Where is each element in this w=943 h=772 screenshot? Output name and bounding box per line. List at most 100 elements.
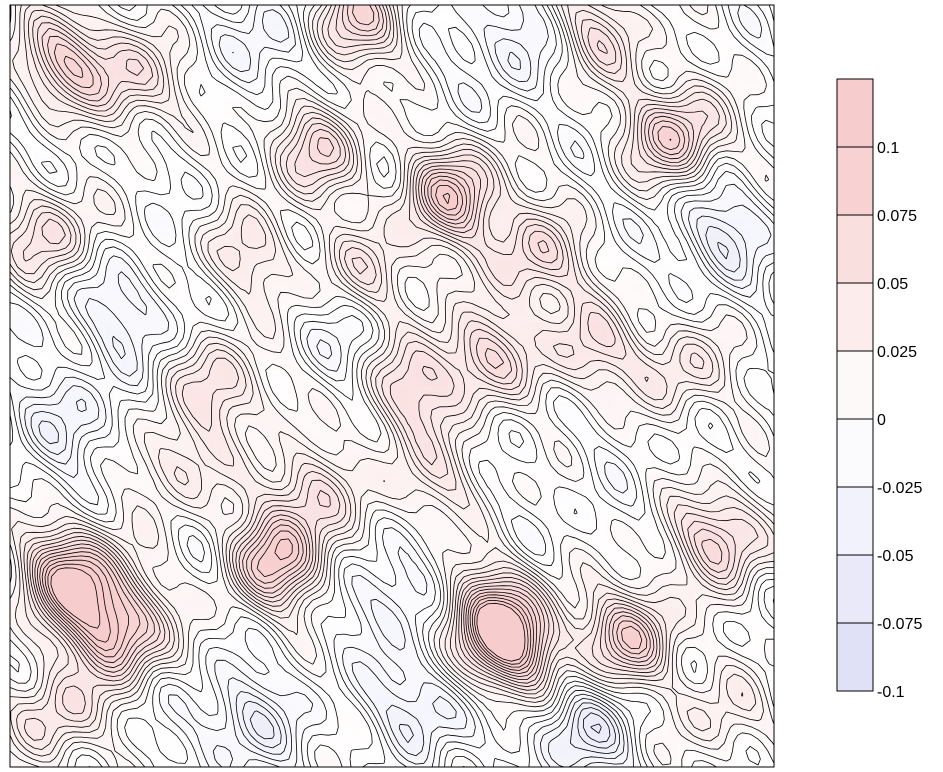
heat-cell [487, 393, 497, 403]
heat-cell [89, 266, 99, 276]
heat-cell [407, 155, 417, 165]
heat-cell [447, 44, 457, 54]
heat-cell [216, 163, 226, 173]
heat-cell [185, 282, 194, 292]
heat-cell [113, 370, 123, 379]
heat-cell [73, 251, 83, 260]
heat-cell [495, 354, 505, 363]
heat-cell [368, 346, 377, 355]
heat-cell [201, 266, 210, 276]
heat-cell [89, 179, 99, 189]
heat-cell [280, 60, 290, 70]
heat-cell [240, 211, 250, 220]
heat-cell [455, 298, 465, 308]
heat-cell [710, 211, 719, 220]
heat-cell [686, 306, 696, 316]
heat-cell [415, 322, 425, 332]
heat-cell [479, 155, 489, 165]
heat-cell [535, 282, 544, 292]
heat-cell [710, 124, 719, 133]
heat-cell [758, 354, 767, 363]
heat-cell [551, 179, 560, 189]
heat-cell [606, 219, 616, 228]
heat-cell [240, 20, 250, 30]
heat-cell [137, 5, 146, 14]
heat-cell [264, 171, 274, 181]
heat-cell [392, 60, 401, 70]
heat-cell [455, 60, 465, 70]
heat-cell [479, 322, 489, 332]
heat-cell [670, 314, 680, 324]
heat-cell [17, 76, 27, 85]
heat-cell [662, 100, 672, 109]
heat-cell [33, 282, 43, 292]
heat-cell [296, 274, 306, 284]
heat-cell [121, 44, 130, 54]
heat-cell [320, 227, 329, 236]
heat-cell [224, 203, 234, 212]
heat-cell [376, 147, 385, 157]
heat-cell [49, 393, 59, 403]
heat-cell [399, 5, 409, 14]
heat-cell [169, 314, 178, 324]
heat-cell [25, 251, 35, 260]
heat-cell [376, 179, 385, 189]
heat-cell [583, 386, 592, 395]
heat-cell [264, 298, 274, 308]
heat-cell [328, 92, 337, 101]
heat-cell [224, 84, 234, 93]
heat-cell [208, 243, 218, 252]
heat-cell [89, 251, 99, 260]
heat-cell [527, 124, 536, 133]
heat-cell [503, 163, 512, 173]
heat-cell [479, 195, 489, 205]
heat-cell [121, 68, 130, 78]
heat-cell [10, 235, 19, 244]
heat-cell [121, 386, 130, 395]
heat-cell [447, 211, 457, 220]
heat-cell [543, 338, 552, 347]
heat-cell [606, 235, 616, 244]
heat-cell [272, 195, 282, 205]
heat-cell [694, 266, 703, 276]
heat-cell [630, 132, 640, 141]
heat-cell [153, 298, 162, 308]
heat-cell [304, 282, 314, 292]
heat-cell [686, 139, 696, 149]
heat-cell [662, 298, 672, 308]
heat-cell [718, 306, 727, 316]
heat-cell [742, 409, 751, 419]
heat-cell [559, 338, 568, 347]
heat-cell [280, 322, 290, 332]
heat-cell [280, 68, 290, 78]
heat-cell [399, 147, 409, 157]
heat-cell [455, 147, 465, 157]
heat-cell [423, 386, 433, 395]
heat-cell [463, 370, 473, 379]
heat-cell [248, 139, 258, 149]
heat-cell [614, 108, 624, 117]
heat-cell [201, 68, 210, 78]
heat-cell [384, 139, 393, 149]
heat-cell [296, 92, 306, 101]
heat-cell [439, 84, 449, 93]
heat-cell [280, 179, 290, 189]
heat-cell [368, 147, 377, 157]
heat-cell [336, 44, 345, 54]
heat-cell [248, 155, 258, 165]
heat-cell [177, 92, 186, 101]
heat-cell [392, 28, 401, 38]
heat-cell [368, 314, 377, 324]
heat-cell [590, 338, 600, 347]
heat-cell [312, 409, 321, 419]
heat-cell [161, 84, 170, 93]
heat-cell [575, 314, 584, 324]
heat-cell [105, 211, 115, 220]
heat-cell [320, 52, 329, 62]
heat-cell [264, 20, 274, 30]
heat-cell [527, 266, 536, 276]
heat-cell [240, 84, 250, 93]
heat-cell [638, 36, 648, 46]
heat-cell [81, 290, 91, 300]
heat-cell [415, 60, 425, 70]
